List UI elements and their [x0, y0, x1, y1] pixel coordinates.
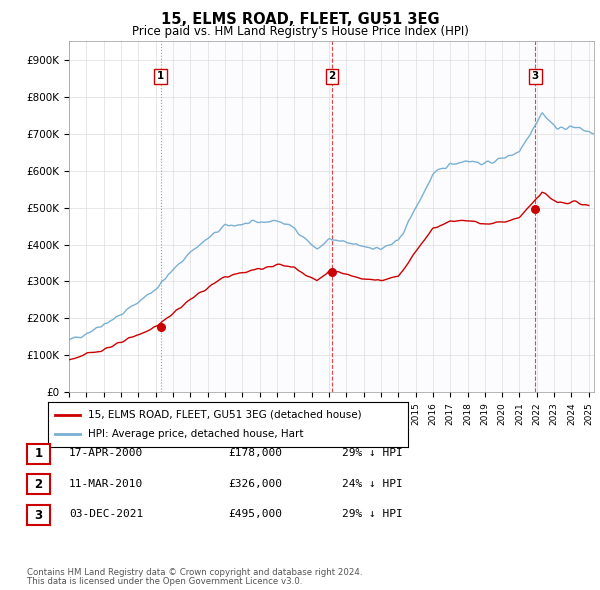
Text: 24% ↓ HPI: 24% ↓ HPI: [342, 479, 403, 489]
Text: £178,000: £178,000: [228, 448, 282, 458]
Text: 29% ↓ HPI: 29% ↓ HPI: [342, 510, 403, 519]
Bar: [332, 41, 535, 392]
Text: 29% ↓ HPI: 29% ↓ HPI: [342, 448, 403, 458]
Text: Price paid vs. HM Land Registry's House Price Index (HPI): Price paid vs. HM Land Registry's House …: [131, 25, 469, 38]
Text: 15, ELMS ROAD, FLEET, GU51 3EG (detached house): 15, ELMS ROAD, FLEET, GU51 3EG (detached…: [88, 410, 361, 419]
Text: 2: 2: [329, 71, 336, 81]
Text: 2: 2: [34, 478, 43, 491]
Bar: [535, 41, 594, 392]
Text: 03-DEC-2021: 03-DEC-2021: [69, 510, 143, 519]
Text: This data is licensed under the Open Government Licence v3.0.: This data is licensed under the Open Gov…: [27, 578, 302, 586]
Text: Contains HM Land Registry data © Crown copyright and database right 2024.: Contains HM Land Registry data © Crown c…: [27, 568, 362, 577]
Bar: [161, 41, 332, 392]
Point: [530, 205, 540, 214]
Text: 3: 3: [34, 509, 43, 522]
Text: 1: 1: [34, 447, 43, 460]
Text: HPI: Average price, detached house, Hart: HPI: Average price, detached house, Hart: [88, 430, 303, 439]
Point: [328, 267, 337, 277]
Text: £326,000: £326,000: [228, 479, 282, 489]
Text: 15, ELMS ROAD, FLEET, GU51 3EG: 15, ELMS ROAD, FLEET, GU51 3EG: [161, 12, 439, 27]
Text: 17-APR-2000: 17-APR-2000: [69, 448, 143, 458]
Text: 3: 3: [532, 71, 539, 81]
Text: £495,000: £495,000: [228, 510, 282, 519]
Text: 11-MAR-2010: 11-MAR-2010: [69, 479, 143, 489]
Text: 1: 1: [157, 71, 164, 81]
Point: [156, 322, 166, 332]
